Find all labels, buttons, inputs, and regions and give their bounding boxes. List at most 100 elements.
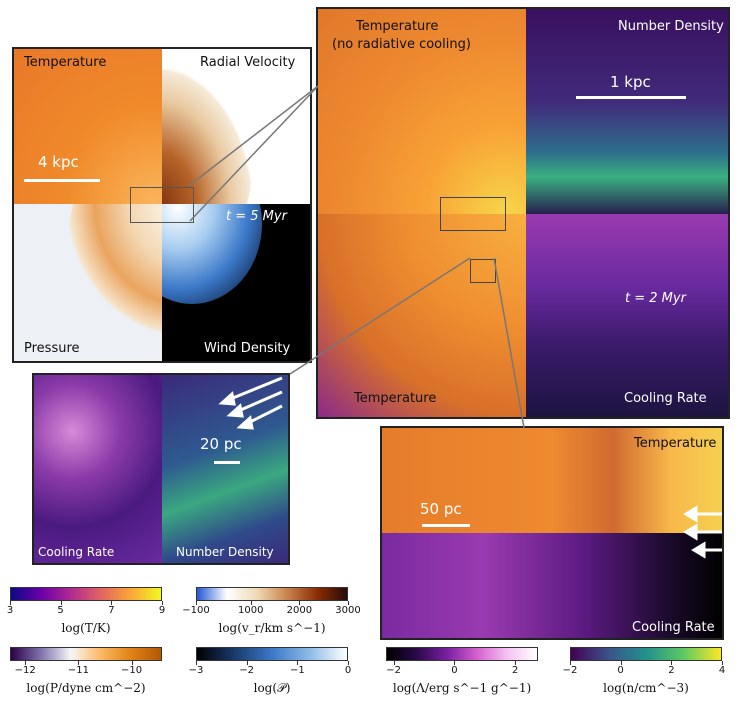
quad-temperature-noncooling — [318, 9, 526, 214]
colorbar-tick-mark — [162, 601, 163, 605]
scale-bar — [214, 461, 240, 464]
colorbar-tick-mark — [131, 661, 133, 665]
colorbar-tick-label: −3 — [188, 665, 204, 676]
colorbar-tick-label: 4 — [718, 665, 726, 676]
colorbar-tick-label: 2 — [512, 665, 519, 676]
quad-radial-velocity — [162, 49, 310, 204]
label-cooling-rate: Cooling Rate — [624, 391, 707, 406]
colorbar-tick-mark — [196, 661, 197, 665]
scale-bar — [422, 524, 470, 527]
quad-temperature — [382, 428, 722, 533]
zoom-box-large — [440, 197, 506, 231]
colorbar-tick-label: 0 — [617, 665, 624, 676]
colorbar-label: log(P/dyne cm^−2) — [26, 681, 146, 695]
colorbar-tick-label: −1 — [290, 665, 305, 676]
colorbar-tick-mark — [393, 661, 395, 665]
colorbar-tick-mark — [348, 601, 349, 605]
colorbar-tick-label: −2 — [386, 665, 401, 676]
wind-arrows-d — [683, 505, 722, 559]
label-temperature: Temperature — [24, 55, 107, 70]
colorbar-tick-label: −12 — [14, 665, 36, 676]
zoom-box-small — [470, 259, 496, 283]
colorbar-tick-label: 5 — [57, 605, 64, 616]
colorbar-tick-mark — [722, 661, 723, 665]
quad-number-density — [162, 375, 288, 563]
colorbar-tick-label: 0 — [344, 665, 352, 676]
quad-temperature-bottom — [318, 214, 526, 417]
colorbar-tick-mark — [250, 601, 252, 605]
colorbar-tick-mark — [10, 601, 11, 605]
colorbar-tick-label: 1000 — [237, 605, 264, 616]
colorbar-density — [570, 647, 722, 661]
quad-wind-density — [162, 204, 310, 361]
colorbar-tick-mark — [299, 601, 301, 605]
quad-cooling-rate — [382, 533, 722, 638]
colorbar-tick-label: 2 — [668, 665, 675, 676]
colorbar-label: log(Λ/erg s^−1 g^−1) — [392, 681, 532, 695]
zoom-box — [130, 187, 194, 223]
label-wind-density: Wind Density — [204, 341, 291, 356]
panel-20pc: Cooling Rate Number Density 20 pc — [32, 373, 290, 565]
colorbar-tick-mark — [671, 661, 673, 665]
colorbar-label: log(T/K) — [61, 621, 111, 635]
label-temperature-top: Temperature — [356, 19, 439, 34]
colorbar-label: log(n/cm^−3) — [603, 681, 689, 695]
colorbar-velocity — [196, 587, 348, 601]
colorbar-tick-mark — [246, 661, 248, 665]
colorbar-tick-label: −100 — [182, 605, 210, 616]
quad-number-density — [526, 9, 728, 214]
colorbar-tick-label: −2 — [562, 665, 578, 676]
colorbar-tick-mark — [570, 661, 571, 665]
colorbar-tick-mark — [111, 601, 113, 605]
colorbar-tick-mark — [60, 601, 62, 605]
colorbar-tick-mark — [196, 601, 197, 605]
label-no-cooling: (no radiative cooling) — [332, 37, 471, 52]
colorbar-tick-mark — [454, 661, 456, 665]
colorbar-tick-label: −11 — [67, 665, 89, 676]
panel-kpc: Temperature (no radiative cooling) Numbe… — [316, 7, 730, 419]
quad-pressure — [14, 204, 162, 361]
colorbar-tick-mark — [297, 661, 299, 665]
quad-cooling-rate — [526, 214, 728, 417]
colorbar-pressure — [10, 647, 162, 661]
colorbar-tick-mark — [25, 661, 27, 665]
colorbar-tick-mark — [620, 661, 622, 665]
colorbar-tick-label: 9 — [158, 605, 166, 616]
label-number-density: Number Density — [176, 545, 274, 559]
label-cooling-rate: Cooling Rate — [38, 545, 115, 559]
colorbar-tick-mark — [78, 661, 80, 665]
colorbar-temperature — [10, 587, 162, 601]
colorbar-tick-label: 2000 — [286, 605, 313, 616]
colorbar-wind — [196, 647, 348, 661]
quad-temperature — [14, 49, 162, 204]
label-time: t = 2 Myr — [625, 291, 686, 306]
scale-bar — [24, 179, 100, 182]
scale-label: 1 kpc — [610, 73, 651, 91]
colorbar-tick-label: 3000 — [335, 605, 361, 616]
label-cooling-rate: Cooling Rate — [632, 620, 715, 635]
panel-overview: Temperature Radial Velocity Pressure Win… — [12, 47, 312, 363]
label-temperature-bottom: Temperature — [354, 391, 437, 406]
scale-label: 4 kpc — [38, 153, 79, 171]
colorbar-tick-label: 3 — [6, 605, 14, 616]
scale-label: 50 pc — [420, 500, 462, 518]
colorbar-tick-label: −2 — [239, 665, 254, 676]
colorbar-tick-mark — [515, 661, 517, 665]
label-pressure: Pressure — [24, 341, 80, 356]
colorbar-cooling — [386, 647, 538, 661]
scale-label: 20 pc — [200, 435, 242, 453]
label-time: t = 5 Myr — [226, 209, 287, 224]
quad-cooling-rate — [34, 375, 162, 563]
colorbar-label: log(v_r/km s^−1) — [218, 621, 326, 635]
colorbar-tick-label: 0 — [451, 665, 458, 676]
panel-50pc: Temperature 50 pc Cooling Rate — [380, 426, 724, 640]
colorbar-tick-label: 7 — [108, 605, 115, 616]
colorbar-tick-label: −10 — [121, 665, 143, 676]
colorbar-label: log(𝒫) — [253, 681, 291, 695]
label-number-density: Number Density — [618, 19, 724, 34]
label-temperature: Temperature — [634, 436, 717, 451]
wind-arrows-c — [218, 376, 283, 430]
scale-bar — [576, 96, 686, 99]
